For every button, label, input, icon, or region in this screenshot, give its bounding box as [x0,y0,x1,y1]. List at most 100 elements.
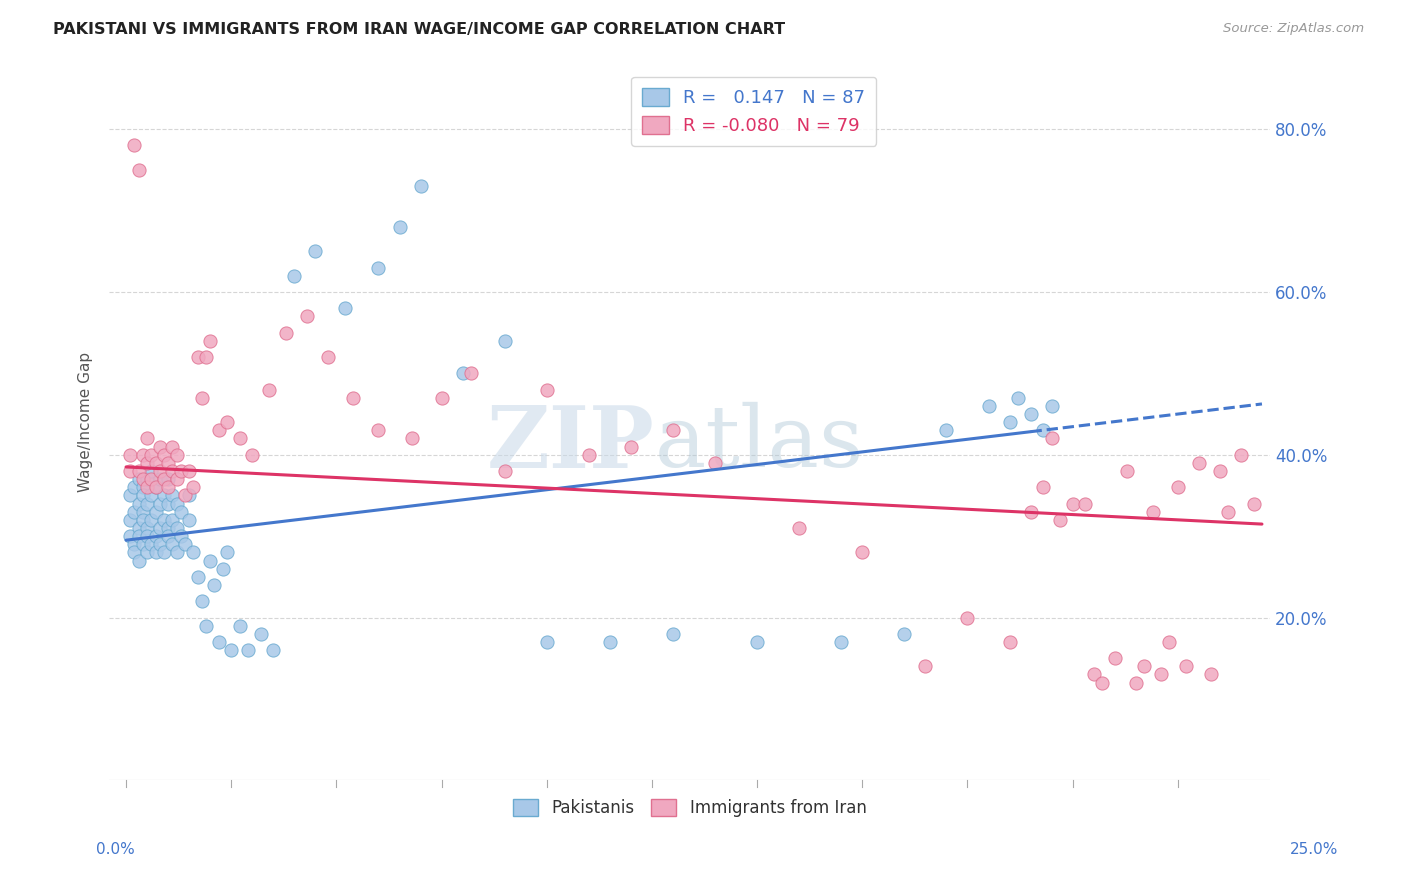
Point [1083,667,1105,681]
Point [128,464,150,478]
Point [662,423,685,437]
Point [136,545,159,559]
Point [187,350,209,364]
Point [128,162,150,177]
Point [174,488,197,502]
Point [295,310,318,324]
Point [179,464,201,478]
Point [342,391,364,405]
Point [1074,497,1097,511]
Point [157,521,180,535]
Point [128,529,150,543]
Point [1175,659,1198,673]
Point [149,440,172,454]
Point [935,423,957,437]
Point [240,448,263,462]
Point [451,367,474,381]
Point [132,505,155,519]
Point [333,301,356,316]
Point [1116,464,1139,478]
Point [120,529,142,543]
Point [274,326,297,340]
Point [1091,675,1114,690]
Point [1150,667,1173,681]
Point [132,448,155,462]
Point [170,529,193,543]
Point [120,488,142,502]
Point [851,545,873,559]
Point [536,635,558,649]
Point [304,244,326,259]
Point [136,521,159,535]
Point [157,472,180,486]
Point [149,497,172,511]
Point [1218,505,1240,519]
Point [124,505,146,519]
Point [145,480,167,494]
Point [120,448,142,462]
Point [430,391,453,405]
Point [166,448,188,462]
Point [162,537,184,551]
Point [1167,480,1189,494]
Point [145,505,167,519]
Point [1019,505,1042,519]
Point [136,497,159,511]
Point [132,480,155,494]
Point [174,537,197,551]
Point [141,488,163,502]
Point [149,472,172,486]
Point [153,472,176,486]
Point [1188,456,1211,470]
Point [153,545,176,559]
Point [401,432,423,446]
Text: PAKISTANI VS IMMIGRANTS FROM IRAN WAGE/INCOME GAP CORRELATION CHART: PAKISTANI VS IMMIGRANTS FROM IRAN WAGE/I… [53,22,786,37]
Point [141,513,163,527]
Point [316,350,339,364]
Point [830,635,852,649]
Text: Source: ZipAtlas.com: Source: ZipAtlas.com [1223,22,1364,36]
Point [1159,635,1181,649]
Point [157,456,180,470]
Point [1032,480,1054,494]
Point [1040,432,1063,446]
Point [207,423,229,437]
Point [141,537,163,551]
Point [157,480,180,494]
Point [1142,505,1164,519]
Point [998,415,1021,429]
Point [153,448,176,462]
Point [367,260,389,275]
Point [998,635,1021,649]
Point [132,488,155,502]
Point [283,268,305,283]
Point [1230,448,1253,462]
Point [136,432,159,446]
Point [141,464,163,478]
Point [141,448,163,462]
Point [149,537,172,551]
Point [128,497,150,511]
Point [1209,464,1232,478]
Point [388,219,411,234]
Point [1049,513,1071,527]
Point [170,505,193,519]
Point [1032,423,1054,437]
Point [977,399,1000,413]
Point [536,383,558,397]
Point [787,521,810,535]
Point [136,529,159,543]
Point [1125,675,1147,690]
Point [124,138,146,153]
Point [166,497,188,511]
Point [124,480,146,494]
Point [236,643,259,657]
Point [162,464,184,478]
Point [1201,667,1223,681]
Point [460,367,482,381]
Point [1243,497,1265,511]
Point [200,334,222,348]
Point [183,480,205,494]
Point [494,464,516,478]
Point [662,627,685,641]
